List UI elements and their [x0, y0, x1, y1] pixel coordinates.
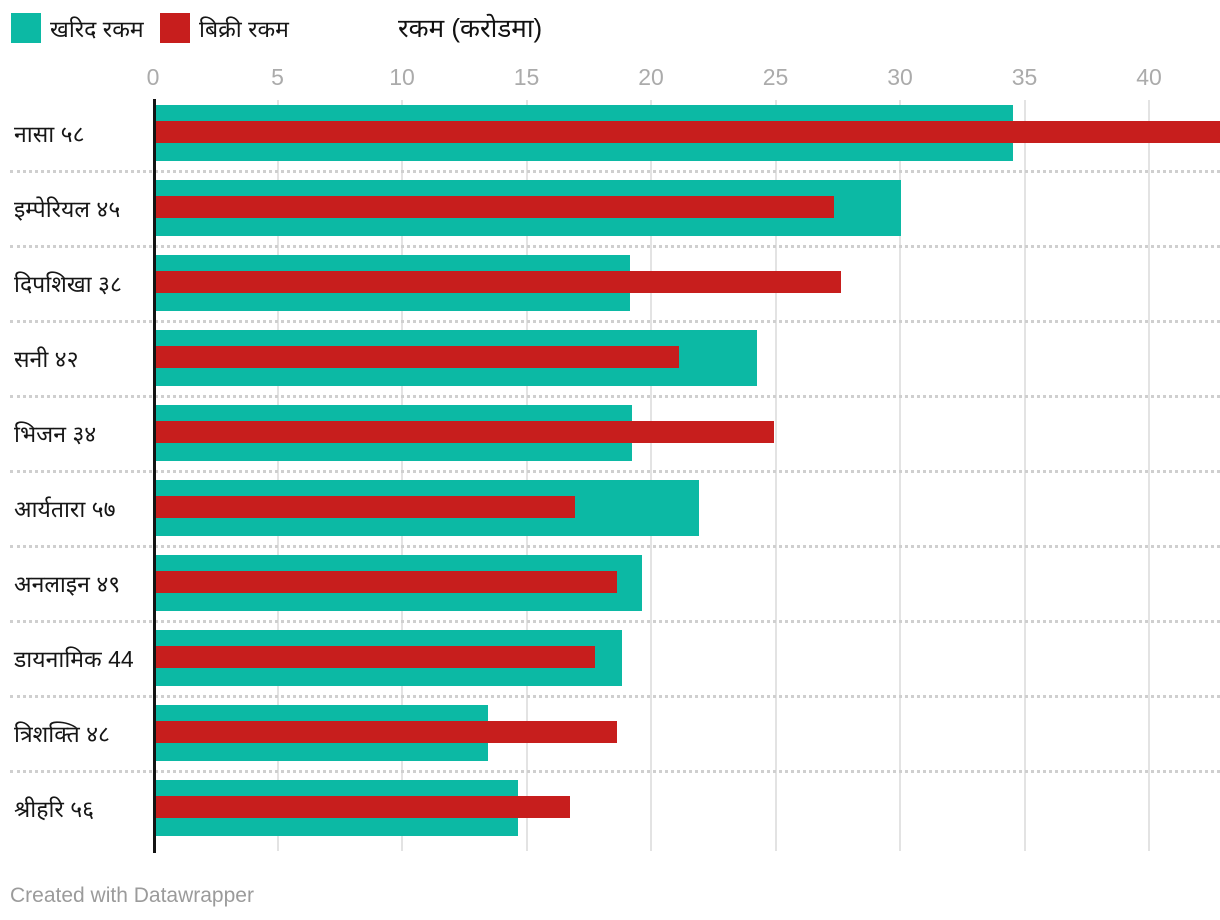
- category-label: नासा ५८: [14, 121, 85, 147]
- category-label: दिपशिखा ३८: [14, 271, 122, 297]
- bar-bikri: [156, 196, 834, 218]
- x-gridline: [1023, 100, 1026, 851]
- x-gridline: [774, 100, 777, 851]
- row-separator: [10, 620, 1220, 623]
- zero-baseline: [153, 99, 156, 853]
- row-separator: [10, 545, 1220, 548]
- bar-bikri: [156, 271, 842, 293]
- legend-swatch-bikri: [160, 13, 190, 43]
- row-separator: [10, 170, 1220, 173]
- row-separator: [10, 695, 1220, 698]
- axis-title: रकम (करोडमा): [398, 13, 543, 43]
- x-gridline: [401, 100, 403, 851]
- row-separator: [10, 395, 1220, 398]
- category-label: श्रीहरि ५६: [14, 796, 95, 822]
- legend-label-bikri: बिक्री रकम: [199, 16, 289, 42]
- category-label: अनलाइन ४९: [14, 571, 121, 597]
- x-gridline: [1148, 100, 1150, 851]
- category-label: इम्पेरियल ४५: [14, 196, 121, 222]
- bar-bikri: [156, 346, 680, 368]
- x-tick-label: 25: [762, 64, 789, 90]
- x-tick-label: 10: [389, 64, 415, 90]
- category-label: त्रिशक्ति ४८: [14, 721, 110, 747]
- x-tick-label: 0: [146, 64, 160, 90]
- legend-label-kharid: खरिद रकम: [50, 16, 144, 42]
- legend-item-kharid: खरिद रकम: [11, 12, 144, 44]
- row-separator: [10, 320, 1220, 323]
- row-separator: [10, 470, 1220, 473]
- x-tick-label: 20: [638, 64, 664, 90]
- x-tick-label: 5: [271, 64, 284, 90]
- x-gridline: [525, 100, 528, 851]
- bar-bikri: [156, 121, 1220, 143]
- category-label: आर्यतारा ५७: [14, 496, 116, 522]
- category-label: सनी ४२: [14, 346, 79, 372]
- x-tick-label: 40: [1136, 64, 1162, 90]
- x-gridline: [899, 100, 901, 851]
- bar-bikri: [156, 421, 774, 443]
- x-tick-label: 30: [887, 64, 913, 90]
- bar-bikri: [156, 571, 618, 593]
- attribution-text: Created with Datawrapper: [10, 884, 254, 907]
- bar-bikri: [156, 796, 570, 818]
- bar-bikri: [156, 646, 595, 668]
- x-gridline: [276, 100, 279, 851]
- x-gridline: [650, 100, 652, 851]
- x-tick-label: 15: [513, 64, 540, 90]
- category-label: डायनामिक 44: [14, 646, 134, 672]
- row-separator: [10, 245, 1220, 248]
- category-label: भिजन ३४: [14, 421, 97, 447]
- bar-bikri: [156, 496, 575, 518]
- legend-swatch-kharid: [11, 13, 41, 43]
- legend-item-bikri: बिक्री रकम: [160, 12, 289, 44]
- row-separator: [10, 770, 1220, 773]
- x-tick-label: 35: [1011, 64, 1038, 90]
- bar-bikri: [156, 721, 618, 743]
